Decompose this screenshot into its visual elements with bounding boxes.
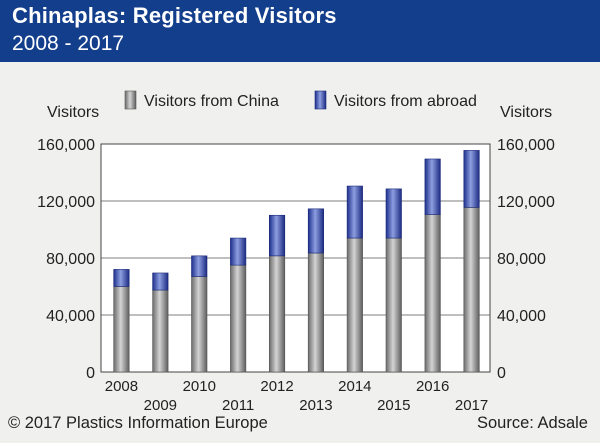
bar-abroad-2008 [113, 269, 130, 287]
source-text: Source: Adsale [477, 414, 588, 432]
legend-abroad-swatch [314, 90, 327, 110]
y-tick-label-right: 0 [497, 365, 506, 382]
y-tick-label-right: 80,000 [497, 251, 546, 268]
chart-subtitle: 2008 - 2017 [12, 32, 125, 55]
x-tick-label: 2011 [222, 397, 254, 412]
bar-abroad-2010 [191, 255, 208, 277]
y-tick-label-right: 40,000 [497, 308, 546, 325]
copyright-text: © 2017 Plastics Information Europe [8, 414, 268, 432]
x-tick-label: 2017 [455, 397, 488, 412]
x-tick-label: 2013 [299, 397, 332, 412]
bar-china-2017 [463, 207, 480, 373]
bar-china-2014 [346, 237, 363, 373]
x-tick-label: 2016 [416, 378, 449, 395]
chart-header: Chinaplas: Registered Visitors 2008 - 20… [0, 0, 600, 62]
y-tick-label-left: 40,000 [46, 308, 95, 325]
stacked-bar-chart: 0 0 40,000 40,000 80,000 80,000 120,000 120,000… [37, 90, 555, 412]
bar-china-2008 [113, 286, 130, 373]
bar-china-2012 [268, 255, 286, 373]
y-tick-label-left: 0 [86, 365, 95, 382]
bar-china-2016 [424, 214, 441, 373]
x-tick-label: 2012 [260, 378, 293, 395]
axes-layer: 0 0 40,000 40,000 80,000 80,000 120,000 120,000… [37, 104, 555, 412]
x-tick-label: 2008 [105, 378, 138, 395]
x-tick-label: 2015 [377, 397, 410, 412]
legend-china-label: Visitors from China [144, 93, 279, 110]
x-tick-label: 2009 [144, 397, 177, 412]
bars-layer [113, 150, 480, 373]
chart-title: Chinaplas: Registered Visitors [12, 3, 337, 28]
bar-china-2010 [191, 276, 208, 373]
y-tick-label-left: 160,000 [37, 137, 95, 154]
bar-abroad-2015 [385, 188, 402, 239]
bar-abroad-2016 [424, 158, 441, 215]
bar-abroad-2017 [463, 150, 480, 208]
legend-china-swatch [124, 90, 137, 110]
y-tick-label-left: 80,000 [46, 251, 95, 268]
y-tick-label-right: 160,000 [497, 137, 555, 154]
bar-abroad-2011 [230, 237, 247, 266]
bar-china-2013 [307, 252, 325, 373]
bar-china-2011 [230, 264, 247, 373]
bar-china-2015 [385, 237, 402, 373]
x-tick-label: 2014 [338, 378, 371, 395]
bar-abroad-2014 [346, 185, 363, 239]
y-tick-label-left: 120,000 [37, 194, 95, 211]
bar-abroad-2013 [307, 208, 325, 254]
legend: Visitors from China Visitors from abroad [124, 90, 477, 110]
bar-abroad-2012 [268, 214, 286, 257]
legend-abroad-label: Visitors from abroad [334, 93, 477, 110]
y-tick-label-right: 120,000 [497, 194, 555, 211]
bar-abroad-2009 [152, 272, 169, 291]
bar-china-2009 [152, 289, 169, 373]
x-tick-label: 2010 [183, 378, 216, 395]
y-axis-label-left: Visitors [47, 104, 99, 121]
y-axis-label-right: Visitors [500, 104, 552, 121]
